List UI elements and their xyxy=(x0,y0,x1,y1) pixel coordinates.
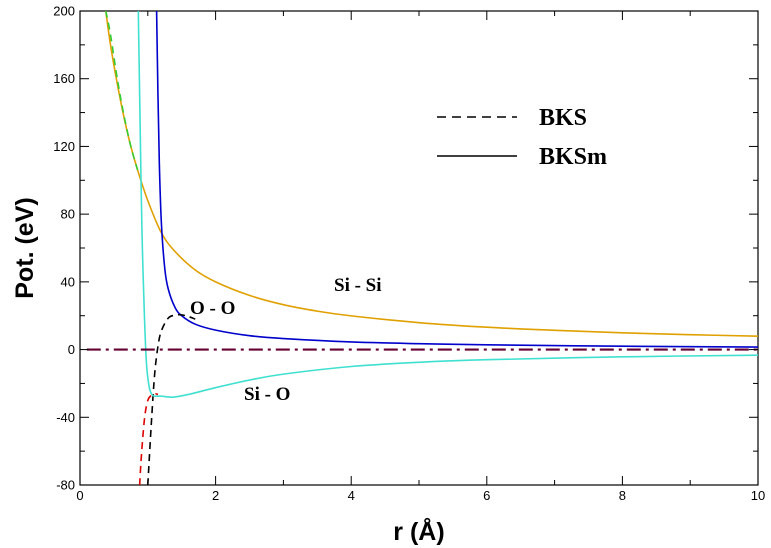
legend-label-bks: BKS xyxy=(539,105,587,131)
y-axis-title: Pot. (eV) xyxy=(11,197,39,298)
annotation-o-o: O - O xyxy=(190,298,235,319)
y-tick-label: -80 xyxy=(56,478,75,493)
y-tick-label: 120 xyxy=(53,139,75,154)
x-tick-label: 6 xyxy=(483,488,490,503)
series-line-5 xyxy=(138,392,159,485)
series-line-0 xyxy=(104,11,758,337)
x-tick-label: 10 xyxy=(751,488,765,503)
series-line-4 xyxy=(137,11,758,398)
series-layer xyxy=(86,11,758,485)
series-line-3 xyxy=(147,313,196,485)
annotation-si-o: Si - O xyxy=(244,384,290,405)
y-tick-label: 160 xyxy=(53,71,75,86)
x-tick-label: 2 xyxy=(212,488,219,503)
y-tick-label: -40 xyxy=(56,410,75,425)
x-tick-label: 8 xyxy=(619,488,626,503)
x-tick-label: 0 xyxy=(76,488,83,503)
labels-layer: 0 2 4 6 8 10 -80 -40 0 40 80 120 160 200 xyxy=(53,4,765,504)
y-tick-label: 40 xyxy=(61,274,75,289)
series-line-2 xyxy=(155,11,758,348)
y-tick-label: 80 xyxy=(61,207,75,222)
annotation-si-si: Si - Si xyxy=(334,275,382,296)
x-tick-label: 4 xyxy=(348,488,355,503)
ticks-layer xyxy=(79,10,759,486)
legend: BKS BKSm xyxy=(437,105,607,170)
series-line-1 xyxy=(104,11,139,171)
y-tick-label: 0 xyxy=(68,342,75,357)
y-tick-label: 200 xyxy=(53,4,75,19)
legend-label-bksm: BKSm xyxy=(539,144,607,170)
x-axis-title: r (Å) xyxy=(393,517,444,546)
plot-frame xyxy=(79,10,759,486)
